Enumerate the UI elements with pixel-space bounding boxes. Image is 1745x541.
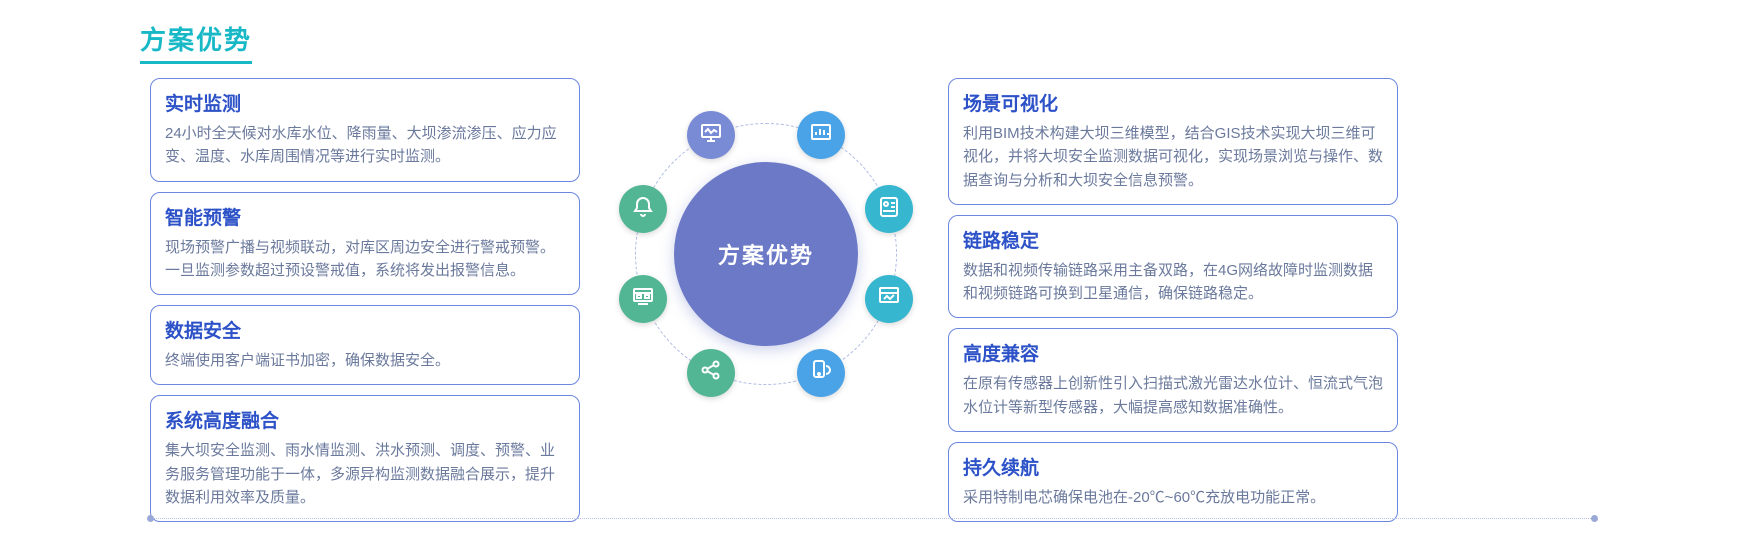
card-body: 利用BIM技术构建大坝三维模型，结合GIS技术实现大坝三维可视化，并将大坝安全监… <box>963 122 1383 192</box>
card-right-1: 链路稳定 数据和视频传输链路采用主备双路，在4G网络故障时监测数据和视频链路可换… <box>948 215 1398 319</box>
card-body: 24小时全天候对水库水位、降雨量、大坝渗流渗压、应力应变、温度、水库周围情况等进… <box>165 122 565 169</box>
card-title: 系统高度融合 <box>165 406 565 433</box>
card-title: 数据安全 <box>165 316 565 343</box>
share-icon <box>699 358 723 387</box>
card-title: 持久续航 <box>963 453 1383 480</box>
page-heading: 方案优势 <box>140 20 252 64</box>
node-device <box>797 349 845 397</box>
card-left-1: 智能预警 现场预警广播与视频联动，对库区周边安全进行警戒预警。一旦监测参数超过预… <box>150 192 580 296</box>
node-screen <box>619 275 667 323</box>
card-title: 高度兼容 <box>963 339 1383 366</box>
center-diagram: 方案优势 <box>606 94 926 414</box>
card-title: 实时监测 <box>165 89 565 116</box>
core-circle: 方案优势 <box>674 162 858 346</box>
node-monitor <box>687 111 735 159</box>
screen-icon <box>631 284 655 313</box>
card-left-2: 数据安全 终端使用客户端证书加密，确保数据安全。 <box>150 305 580 385</box>
chart-icon <box>809 121 833 150</box>
card-body: 数据和视频传输链路采用主备双路，在4G网络故障时监测数据和视频链路可换到卫星通信… <box>963 259 1383 306</box>
card-right-2: 高度兼容 在原有传感器上创新性引入扫描式激光雷达水位计、恒流式气泡水位计等新型传… <box>948 328 1398 432</box>
card-right-3: 持久续航 采用特制电芯确保电池在-20℃~60℃充放电功能正常。 <box>948 442 1398 522</box>
card-body: 现场预警广播与视频联动，对库区周边安全进行警戒预警。一旦监测参数超过预设警戒值，… <box>165 236 565 283</box>
core-label: 方案优势 <box>718 238 814 270</box>
panel-icon <box>877 284 901 313</box>
node-alert <box>619 185 667 233</box>
card-body: 在原有传感器上创新性引入扫描式激光雷达水位计、恒流式气泡水位计等新型传感器，大幅… <box>963 372 1383 419</box>
node-share <box>687 349 735 397</box>
device-icon <box>809 358 833 387</box>
right-column: 场景可视化 利用BIM技术构建大坝三维模型，结合GIS技术实现大坝三维可视化，并… <box>948 78 1398 532</box>
card-title: 链路稳定 <box>963 226 1383 253</box>
card-left-3: 系统高度融合 集大坝安全监测、雨水情监测、洪水预测、调度、预警、业务服务管理功能… <box>150 395 580 522</box>
card-right-0: 场景可视化 利用BIM技术构建大坝三维模型，结合GIS技术实现大坝三维可视化，并… <box>948 78 1398 205</box>
card-body: 采用特制电芯确保电池在-20℃~60℃充放电功能正常。 <box>963 486 1383 509</box>
node-panel <box>865 275 913 323</box>
card-title: 场景可视化 <box>963 89 1383 116</box>
node-book <box>865 185 913 233</box>
monitor-icon <box>699 121 723 150</box>
card-body: 终端使用客户端证书加密，确保数据安全。 <box>165 349 565 372</box>
card-title: 智能预警 <box>165 203 565 230</box>
bottom-divider <box>150 518 1595 519</box>
book-icon <box>877 195 901 224</box>
card-body: 集大坝安全监测、雨水情监测、洪水预测、调度、预警、业务服务管理功能于一体，多源异… <box>165 439 565 509</box>
left-column: 实时监测 24小时全天候对水库水位、降雨量、大坝渗流渗压、应力应变、温度、水库周… <box>150 78 580 532</box>
alert-icon <box>631 195 655 224</box>
card-left-0: 实时监测 24小时全天候对水库水位、降雨量、大坝渗流渗压、应力应变、温度、水库周… <box>150 78 580 182</box>
